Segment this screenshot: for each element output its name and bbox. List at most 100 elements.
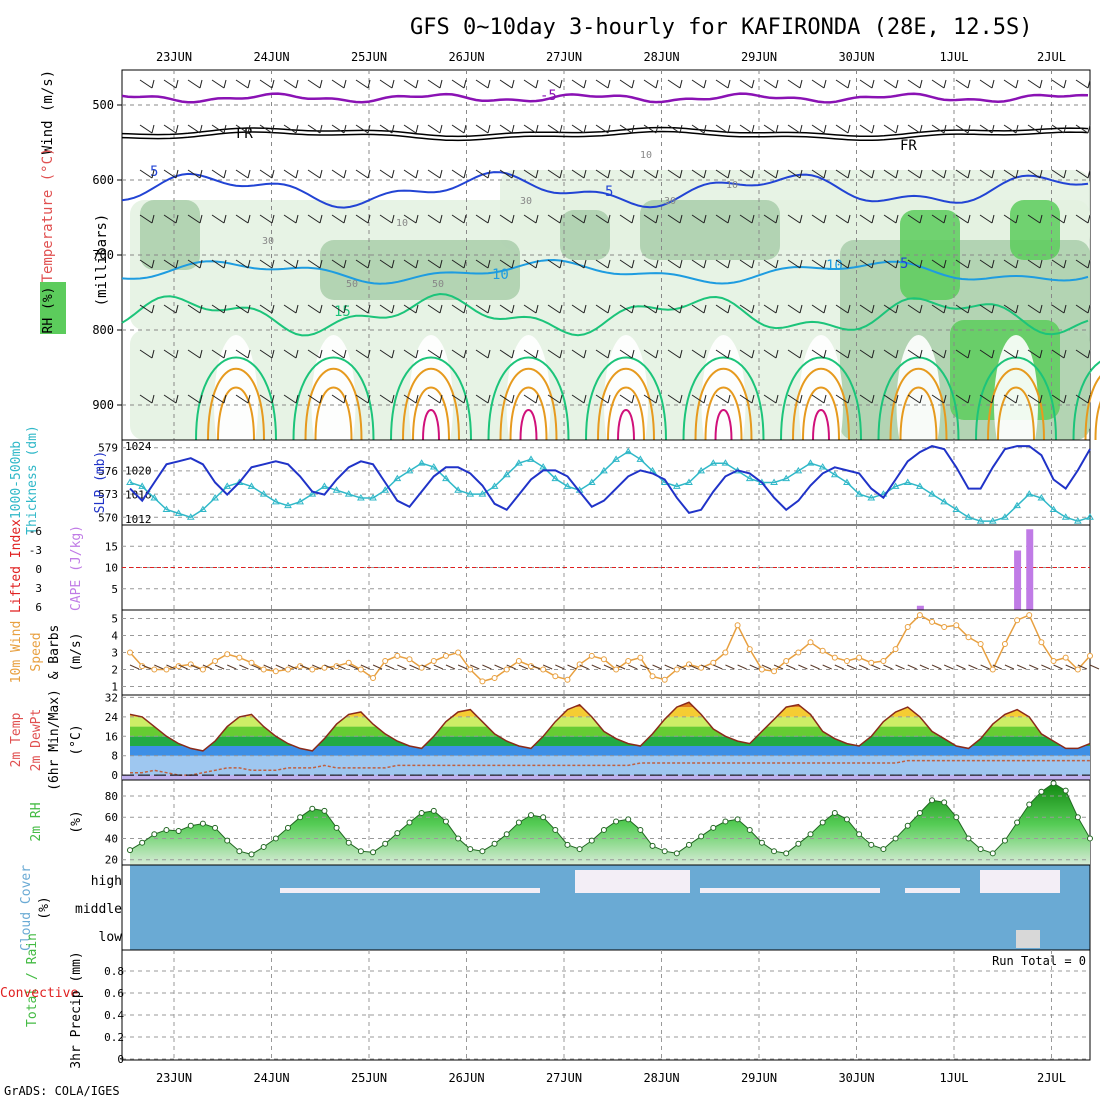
wind-speed-point [650, 674, 655, 679]
wind-speed-point [662, 677, 667, 682]
wind-speed-point [735, 623, 740, 628]
wind-speed-point [480, 679, 485, 684]
top-date-label: 1JUL [940, 50, 969, 64]
wind-speed-point [225, 652, 230, 657]
cape-ytick: 15 [105, 540, 118, 553]
wind-speed-point [626, 659, 631, 664]
wind-speed-point [395, 653, 400, 658]
wind-speed-point [1063, 655, 1068, 660]
rh-point [395, 831, 400, 836]
wind-speed-point [1039, 640, 1044, 645]
wind-ylabel-1: 10m Wind [9, 621, 24, 684]
wind-speed-point [930, 619, 935, 624]
rh-point [614, 819, 619, 824]
rh-point [298, 815, 303, 820]
wind-speed-point [674, 667, 679, 672]
rh-point [881, 847, 886, 852]
rh-point [310, 806, 315, 811]
upper-ytick-label: 600 [92, 173, 114, 187]
cape-bar [1026, 529, 1033, 610]
wind-speed-point [772, 669, 777, 674]
wind-speed-point [407, 657, 412, 662]
bottom-date-label: 27JUN [546, 1071, 582, 1085]
wind-speed-point [990, 667, 995, 672]
upper-ylabel-temp: Temperature (°C) [40, 148, 56, 283]
panels-layer: 23JUN23JUN24JUN24JUN25JUN25JUN26JUN26JUN… [0, 50, 1100, 1085]
rh-point [1027, 802, 1032, 807]
wind-speed-point [1051, 659, 1056, 664]
rh-point [225, 838, 230, 843]
rh-point [747, 827, 752, 832]
wind-speed-point [237, 655, 242, 660]
rh-point [516, 820, 521, 825]
rh-point [419, 810, 424, 815]
wind-speed-point [978, 642, 983, 647]
cloud-level-label: low [99, 930, 123, 945]
wind-speed-point [152, 667, 157, 672]
rh-clear-plume [409, 335, 453, 475]
wind-ylabel-3: & Barbs [47, 625, 62, 680]
chart-title: GFS 0~10day 3-hourly for KAFIRONDA (28E,… [410, 15, 1033, 40]
temp-ylabel-1: 2m Temp [9, 712, 24, 767]
top-date-label: 29JUN [741, 50, 777, 64]
wind-ytick: 3 [111, 647, 118, 660]
wind-speed-point [857, 655, 862, 660]
rh-blob [140, 200, 200, 270]
li-ytick: -3 [29, 544, 42, 557]
wind-speed-point [273, 669, 278, 674]
rh-point [346, 840, 351, 845]
rh-point [1015, 820, 1020, 825]
top-date-label: 2JUL [1037, 50, 1066, 64]
wind-ytick: 5 [111, 613, 118, 626]
rh-point [176, 829, 181, 834]
wind-speed-point [504, 667, 509, 672]
rh-ytick: 80 [105, 790, 118, 803]
wind-speed-point [1027, 613, 1032, 618]
rh-point [978, 847, 983, 852]
top-date-label: 23JUN [156, 50, 192, 64]
rh-point [917, 810, 922, 815]
rh-point [686, 842, 691, 847]
upper-ylabel-wind: Wind (m/s) [40, 70, 56, 154]
temp-ylabel-3: (6hr Min/Max) [47, 689, 62, 791]
li-ytick: 3 [35, 582, 42, 595]
thickness-ylabel-2: Thickness (dm) [25, 425, 40, 535]
slp-ytick: 1020 [125, 464, 152, 477]
cape-bar [1014, 551, 1021, 611]
rh-ytick: 60 [105, 811, 118, 824]
cloud-clear-patch [575, 870, 690, 893]
rh-point [443, 819, 448, 824]
rh-point [553, 827, 558, 832]
wind-speed-point [966, 635, 971, 640]
wind-speed-point [638, 655, 643, 660]
wind-speed-point [565, 677, 570, 682]
rh-point [152, 832, 157, 837]
rh-point [529, 813, 534, 818]
rh-point [844, 817, 849, 822]
rh-point [735, 817, 740, 822]
top-date-label: 25JUN [351, 50, 387, 64]
cloud-clear-patch [280, 888, 540, 893]
li-ytick: 6 [35, 601, 42, 614]
bottom-date-label: 28JUN [643, 1071, 679, 1085]
bottom-date-label: 23JUN [156, 1071, 192, 1085]
wind-speed-point [1075, 667, 1080, 672]
temp-ylabel-2: 2m DewPt [29, 709, 44, 772]
contour-label: 50 [432, 279, 444, 290]
rh-point [723, 819, 728, 824]
wind-speed-point [869, 660, 874, 665]
rh-point [371, 850, 376, 855]
rh-point [942, 800, 947, 805]
contour-label: -5 [540, 88, 557, 104]
wind-speed-point [516, 659, 521, 664]
rh-point [784, 851, 789, 856]
wind-speed-point [1015, 618, 1020, 623]
precip-ytick: 0.6 [104, 987, 124, 1000]
top-date-label: 27JUN [546, 50, 582, 64]
rh-point [577, 847, 582, 852]
temp-below-zero [122, 775, 1090, 780]
rh-point [358, 849, 363, 854]
wind-speed-point [285, 667, 290, 672]
contour-label: 5 [900, 256, 908, 272]
